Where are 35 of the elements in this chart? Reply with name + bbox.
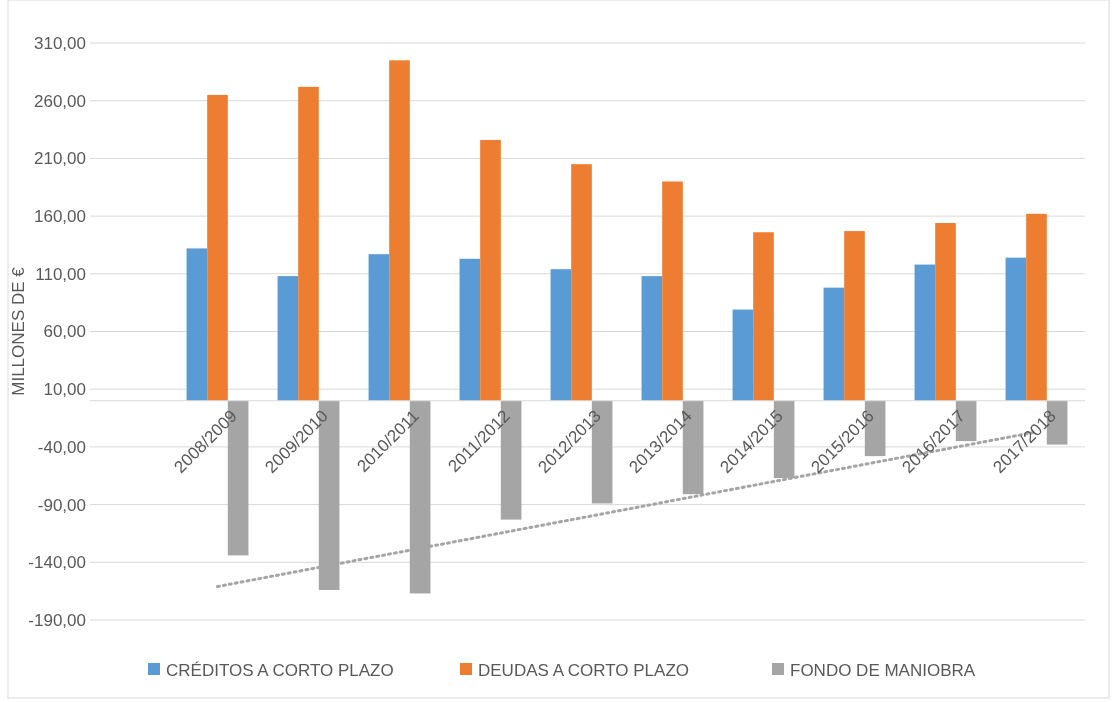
y-tick-label: -40,00 xyxy=(37,437,86,457)
y-tick-label: 260,00 xyxy=(34,91,86,111)
bar xyxy=(935,223,956,401)
bar xyxy=(753,232,774,401)
bar xyxy=(480,139,501,401)
y-tick-label: 210,00 xyxy=(34,149,86,169)
legend-label: DEUDAS A CORTO PLAZO xyxy=(478,661,689,680)
y-tick-label: 110,00 xyxy=(35,264,86,284)
bar xyxy=(368,254,390,401)
legend-label: CRÉDITOS A CORTO PLAZO xyxy=(166,661,394,680)
y-tick-label: 10,00 xyxy=(43,380,86,400)
bar xyxy=(1026,213,1047,401)
bar xyxy=(571,164,592,401)
y-tick-label: 310,00 xyxy=(34,33,86,53)
y-tick-label: -140,00 xyxy=(28,553,86,573)
y-tick-label: -190,00 xyxy=(28,610,86,630)
legend-label: FONDO DE MANIOBRA xyxy=(790,661,976,680)
bar xyxy=(844,231,865,401)
bar xyxy=(823,287,845,401)
bar xyxy=(550,269,572,401)
bar xyxy=(277,276,299,401)
bar xyxy=(732,309,754,401)
bar xyxy=(914,264,936,401)
bar xyxy=(1005,257,1027,401)
bar xyxy=(641,276,663,401)
y-tick-label: 60,00 xyxy=(43,322,86,342)
bar xyxy=(186,248,208,401)
bar xyxy=(662,181,683,401)
bar xyxy=(207,94,228,401)
y-axis-title: MILLONES DE € xyxy=(9,266,28,396)
y-tick-label: 160,00 xyxy=(34,207,86,227)
y-tick-label: -90,00 xyxy=(37,495,86,515)
bar xyxy=(459,258,481,401)
bar xyxy=(389,60,410,401)
bar xyxy=(298,86,319,401)
